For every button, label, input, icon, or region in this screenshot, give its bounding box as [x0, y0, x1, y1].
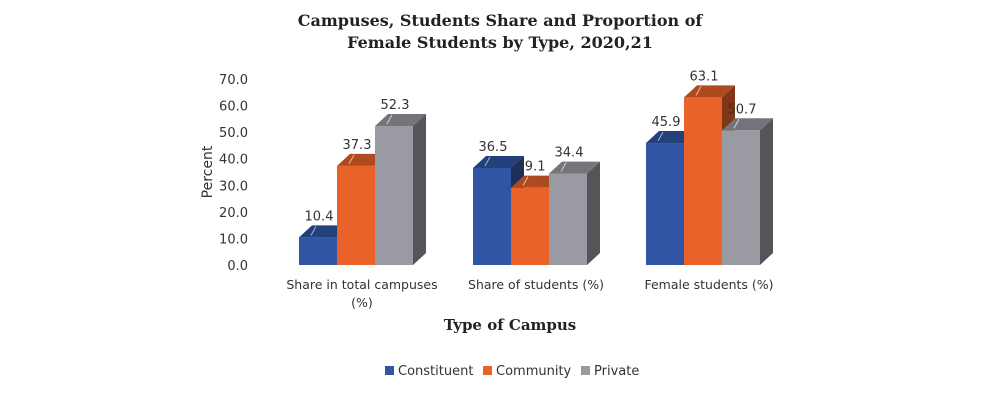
value-leader-line — [657, 131, 664, 142]
bar-front-face — [646, 143, 684, 265]
bar-side-face — [413, 114, 426, 265]
category-label: Female students (%) — [644, 277, 773, 292]
legend-item-community: Community — [483, 364, 572, 379]
value-leader-line — [560, 162, 567, 172]
y-tick-label: 40.0 — [219, 153, 248, 168]
value-label: 34.4 — [555, 146, 584, 161]
y-tick-label: 30.0 — [219, 179, 248, 194]
value-label: 50.7 — [728, 102, 757, 117]
legend: Constituent Community Private — [385, 364, 639, 379]
bars — [299, 85, 773, 265]
y-axis-label: Percent — [200, 145, 216, 198]
value-labels: 10.4 37.3 52.3 36.5 29.1 34.4 45.9 63.1 50.7 — [305, 69, 757, 224]
value-label: 45.9 — [652, 115, 681, 130]
y-axis-ticks: 0.0 10.0 20.0 30.0 40.0 50.0 60.0 70.0 — [219, 73, 248, 274]
bar-side-face — [760, 118, 773, 265]
bar-private-1 — [549, 161, 600, 265]
value-leader-line — [348, 154, 355, 165]
y-tick-label: 70.0 — [219, 73, 248, 88]
legend-swatch — [483, 366, 492, 375]
legend-item-constituent: Constituent — [385, 364, 473, 379]
value-leader-line — [522, 176, 529, 186]
value-label: 52.3 — [381, 98, 410, 113]
y-tick-label: 60.0 — [219, 100, 248, 115]
y-tick-label: 20.0 — [219, 206, 248, 221]
chart-title-line-1: Campuses, Students Share and Proportion … — [298, 11, 704, 30]
value-label: 36.5 — [479, 140, 508, 155]
value-leader-line — [484, 156, 491, 167]
category-labels: Share in total campuses (%) Share of stude… — [286, 277, 773, 310]
value-leader-line — [695, 86, 702, 96]
bar-front-face — [549, 173, 587, 265]
legend-label: Constituent — [398, 364, 473, 379]
x-axis-label: Type of Campus — [444, 316, 577, 334]
value-label: 29.1 — [517, 160, 546, 175]
y-tick-label: 50.0 — [219, 126, 248, 141]
legend-label: Private — [594, 364, 639, 379]
chart-title-line-2: Female Students by Type, 2020,21 — [347, 33, 653, 52]
value-leader-line — [733, 119, 740, 129]
value-label: 10.4 — [305, 209, 334, 224]
y-tick-label: 0.0 — [227, 259, 248, 274]
value-leader-line — [386, 114, 393, 125]
legend-item-private: Private — [581, 364, 639, 379]
legend-label: Community — [496, 364, 572, 379]
bar-front-face — [511, 187, 549, 265]
bar-front-face — [722, 130, 760, 265]
bar-private-0 — [375, 114, 426, 265]
bar-private-2 — [722, 118, 773, 265]
legend-swatch — [581, 366, 590, 375]
value-leader-line — [310, 226, 317, 236]
category-label: Share of students (%) — [468, 277, 604, 292]
legend-swatch — [385, 366, 394, 375]
value-label: 37.3 — [343, 138, 372, 153]
bar-front-face — [375, 126, 413, 265]
bar-front-face — [473, 168, 511, 265]
value-label: 63.1 — [690, 69, 719, 84]
y-tick-label: 10.0 — [219, 232, 248, 247]
category-label: Share in total campuses (%) — [286, 277, 437, 310]
bar-front-face — [337, 165, 375, 265]
bar-front-face — [684, 97, 722, 265]
bar-front-face — [299, 237, 337, 265]
bar-side-face — [587, 161, 600, 265]
